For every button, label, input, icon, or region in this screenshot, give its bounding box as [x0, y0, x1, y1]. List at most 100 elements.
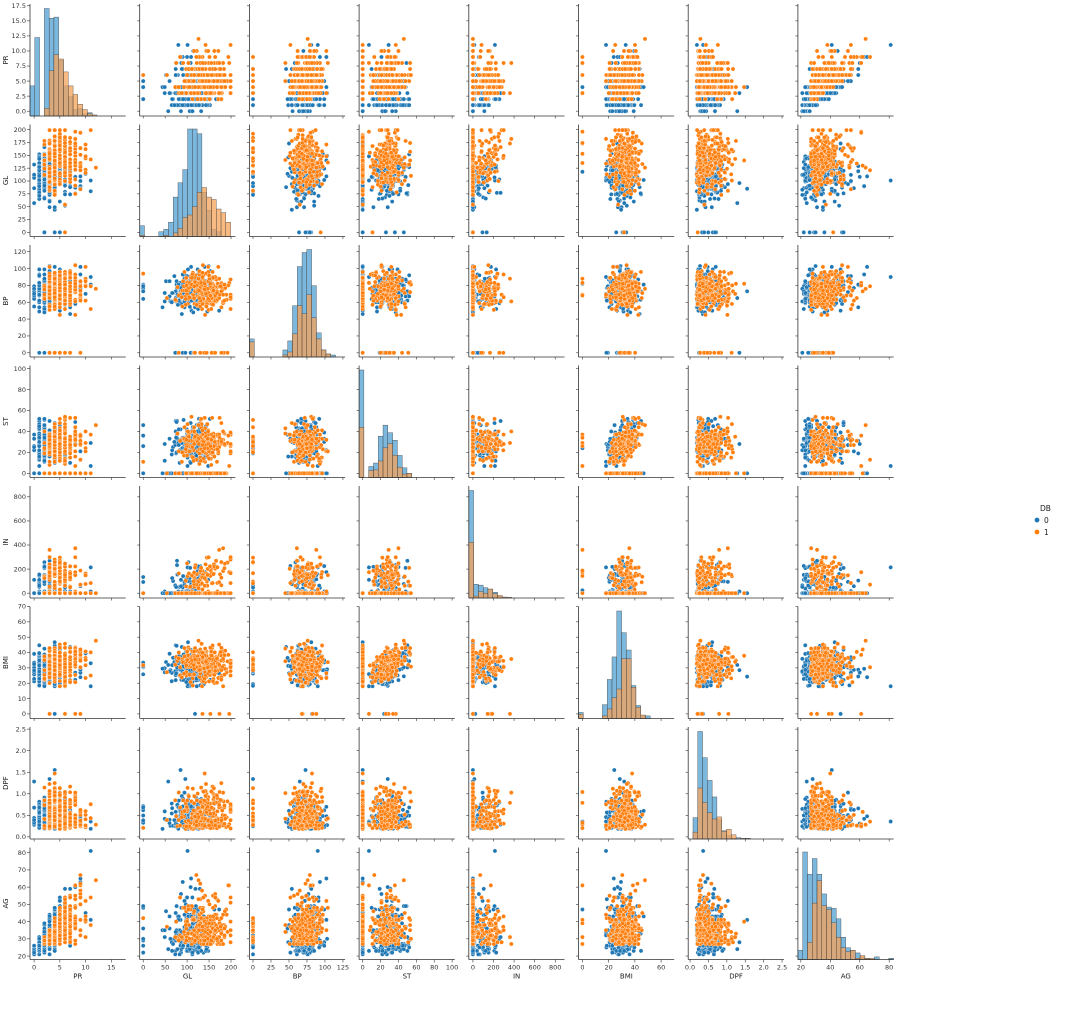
- hist-bar-PR-class0-bin1: [35, 38, 40, 116]
- point-PR-BMI-c1-262: [622, 79, 626, 83]
- point-PR-GL-c0-488: [189, 103, 193, 107]
- point-PR-BP-c0-252: [322, 97, 326, 101]
- point-PR-GL-c1-240: [192, 73, 196, 77]
- point-PR-IN-c1-31: [471, 43, 475, 47]
- point-PR-ST-c0-282: [402, 97, 406, 101]
- point-PR-BP-c0-480: [322, 103, 326, 107]
- point-PR-ST-c1-262: [371, 79, 375, 83]
- point-PR-GL-c0-292: [199, 109, 203, 113]
- point-PR-BP-c1-120: [297, 97, 301, 101]
- point-PR-BP-c1-266: [305, 97, 309, 101]
- point-PR-BMI-c0-18: [639, 103, 643, 107]
- point-PR-GL-c1-86: [207, 97, 211, 101]
- ytick-label-PR-6: 15.0: [12, 17, 26, 25]
- point-PR-BMI-c1-12: [613, 43, 617, 47]
- point-PR-ST-c1-261: [387, 85, 391, 89]
- point-PR-BMI-c1-227: [631, 73, 635, 77]
- point-PR-BP-c1-15: [283, 79, 287, 83]
- point-PR-ST-c1-265: [361, 85, 365, 89]
- ytick-label-PR-0: 0.0: [16, 107, 26, 115]
- point-PR-GL-c1-147: [226, 55, 230, 59]
- point-PR-ST-c1-207: [361, 91, 365, 95]
- point-PR-ST-c1-45: [408, 61, 412, 65]
- point-PR-DPF-c0-458: [695, 43, 699, 47]
- point-PR-IN-c1-201: [471, 97, 475, 101]
- point-PR-IN-c1-89: [494, 61, 498, 65]
- point-PR-BP-c1-254: [319, 67, 323, 71]
- hist-bar-PR-class1-bin6: [59, 59, 64, 116]
- point-PR-ST-c0-358: [390, 109, 394, 113]
- point-PR-BMI-c1-241: [626, 79, 630, 83]
- point-PR-GL-c0-458: [176, 43, 180, 47]
- point-PR-ST-c0-464: [401, 103, 405, 107]
- point-PR-BP-c1-195: [290, 79, 294, 83]
- point-PR-BMI-c0-374: [623, 109, 627, 113]
- point-PR-DPF-c1-250: [702, 55, 706, 59]
- point-PR-BMI-c0-312: [642, 85, 646, 89]
- point-PR-GL-c1-237: [196, 73, 200, 77]
- point-PR-ST-c1-263: [390, 73, 394, 77]
- point-PR-IN-c1-171: [494, 67, 498, 71]
- point-PR-BP-c1-152: [290, 85, 294, 89]
- point-PR-DPF-c1-225: [719, 79, 723, 83]
- point-PR-DPF-c0-480: [698, 103, 702, 107]
- point-PR-BMI-c1-239: [620, 55, 624, 59]
- point-PR-ST-c1-31: [361, 43, 365, 47]
- point-PR-GL-c1-223: [219, 97, 223, 101]
- point-PR-IN-c1-167: [471, 37, 475, 41]
- point-PR-GL-c1-135: [216, 49, 220, 53]
- point-PR-DPF-c0-258: [735, 109, 739, 113]
- point-PR-IN-c1-264: [489, 91, 493, 95]
- panel-PR-vs-BMI: [576, 4, 674, 119]
- point-PR-DPF-c1-161: [731, 67, 735, 71]
- point-PR-BMI-c1-250: [626, 55, 630, 59]
- point-PR-GL-c1-228: [201, 61, 205, 65]
- point-PR-ST-c1-25: [396, 97, 400, 101]
- point-PR-IN-c1-137: [492, 85, 496, 89]
- point-PR-IN-c1-114: [476, 67, 480, 71]
- point-PR-GL-c1-267: [193, 85, 197, 89]
- point-PR-BMI-c0-382: [580, 85, 584, 89]
- point-PR-GL-c1-174: [228, 79, 232, 83]
- panel-PR-vs-ST: [357, 4, 455, 119]
- point-PR-DPF-c1-263: [713, 73, 717, 77]
- point-PR-DPF-c1-254: [698, 67, 702, 71]
- point-PR-ST-c1-180: [396, 61, 400, 65]
- point-PR-BP-c1-250: [251, 55, 255, 59]
- point-PR-GL-c1-164: [178, 55, 182, 59]
- point-PR-BMI-c1-245: [630, 91, 634, 95]
- point-PR-BMI-c0-94: [636, 97, 640, 101]
- point-PR-IN-c1-180: [509, 61, 513, 65]
- point-PR-IN-c1-141: [508, 91, 512, 95]
- point-PR-BP-c1-156: [316, 91, 320, 95]
- point-PR-BP-c0-178: [251, 103, 255, 107]
- point-PR-ST-c1-264: [386, 91, 390, 95]
- point-PR-DPF-c1-99: [724, 79, 728, 83]
- point-PR-DPF-c1-234: [742, 85, 746, 89]
- point-PR-IN-c1-218: [478, 85, 482, 89]
- point-PR-IN-c0-300: [487, 103, 491, 107]
- point-PR-BP-c1-84: [288, 73, 292, 77]
- ytick-label-PR-7: 17.5: [12, 2, 26, 10]
- point-PR-IN-c0-448: [471, 109, 475, 113]
- point-PR-ST-c0-170: [370, 67, 374, 71]
- point-PR-IN-c1-260: [471, 79, 475, 83]
- point-PR-BP-c1-229: [309, 79, 313, 83]
- point-PR-GL-c1-233: [180, 91, 184, 95]
- point-PR-ST-c1-239: [372, 55, 376, 59]
- point-PR-ST-c0-488: [361, 103, 365, 107]
- point-PR-BP-c1-76: [283, 61, 287, 65]
- point-PR-GL-c0-48: [163, 91, 167, 95]
- point-PR-GL-c1-95: [227, 61, 231, 65]
- point-PR-BMI-c0-448: [610, 109, 614, 113]
- ytick-label-PR-3: 7.5: [16, 62, 26, 70]
- point-PR-DPF-c1-244: [719, 67, 723, 71]
- point-PR-GL-c1-104: [165, 73, 169, 77]
- point-PR-BP-c0-400: [290, 103, 294, 107]
- point-PR-BMI-c1-256: [622, 61, 626, 65]
- point-PR-ST-c1-217: [396, 85, 400, 89]
- point-PR-BP-c1-256: [310, 61, 314, 65]
- point-PR-GL-c0-136: [179, 109, 183, 113]
- point-PR-BP-c1-264: [298, 91, 302, 95]
- point-PR-DPF-c0-476: [713, 103, 717, 107]
